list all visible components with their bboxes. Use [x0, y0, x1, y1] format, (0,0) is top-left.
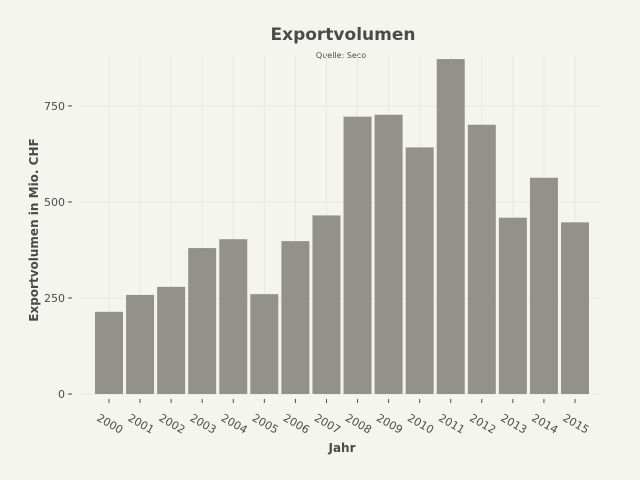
x-tick-label: 2001: [126, 411, 157, 436]
bar-2013: [498, 217, 527, 394]
y-tick-label: 0: [58, 388, 65, 401]
x-tick-label: 2010: [405, 411, 436, 436]
x-tick-label: 2006: [281, 411, 312, 436]
bar-2015: [561, 222, 589, 394]
chart-title: Exportvolumen: [271, 25, 416, 45]
bar-2014: [529, 177, 558, 394]
x-tick-label: 2005: [250, 411, 281, 436]
x-tick-label: 2014: [529, 411, 560, 436]
x-tick-label: 2012: [467, 411, 498, 436]
y-axis-title: Exportvolumen in Mio. CHF: [27, 138, 41, 321]
bar-2004: [219, 239, 248, 394]
x-tick-label: 2011: [436, 411, 467, 436]
bar-2003: [188, 248, 217, 394]
x-tick-label: 2013: [498, 411, 529, 436]
bar-2012: [467, 124, 496, 395]
y-axis: 0 250 500 750: [44, 100, 72, 401]
x-tick-label: 2000: [95, 411, 126, 436]
x-axis: 2000 2001 2002 2003 2004 2005 2006 2007 2008 2009…: [95, 399, 592, 437]
bar-2005: [250, 294, 279, 394]
bars: [95, 59, 589, 395]
x-tick-label: 2015: [561, 411, 592, 436]
x-tick-label: 2009: [374, 411, 405, 436]
x-axis-title: Jahr: [327, 441, 355, 455]
x-tick-label: 2002: [157, 411, 188, 436]
y-tick-label: 500: [44, 196, 65, 209]
x-tick-label: 2003: [188, 411, 219, 436]
x-tick-label: 2004: [219, 411, 250, 436]
bar-2009: [374, 114, 403, 395]
bar-2006: [281, 241, 310, 394]
y-tick-label: 750: [44, 100, 65, 113]
bar-2001: [126, 294, 155, 394]
bar-2002: [157, 286, 186, 394]
bar-2011: [436, 59, 465, 395]
y-tick-label: 250: [44, 292, 65, 305]
x-tick-label: 2007: [312, 411, 343, 436]
bar-2007: [312, 215, 341, 394]
x-tick-label: 2008: [343, 411, 374, 436]
bar-2010: [405, 147, 434, 394]
bar-2008: [343, 116, 372, 394]
chart-subtitle: Quelle: Seco: [316, 51, 366, 60]
bar-2000: [95, 311, 123, 394]
